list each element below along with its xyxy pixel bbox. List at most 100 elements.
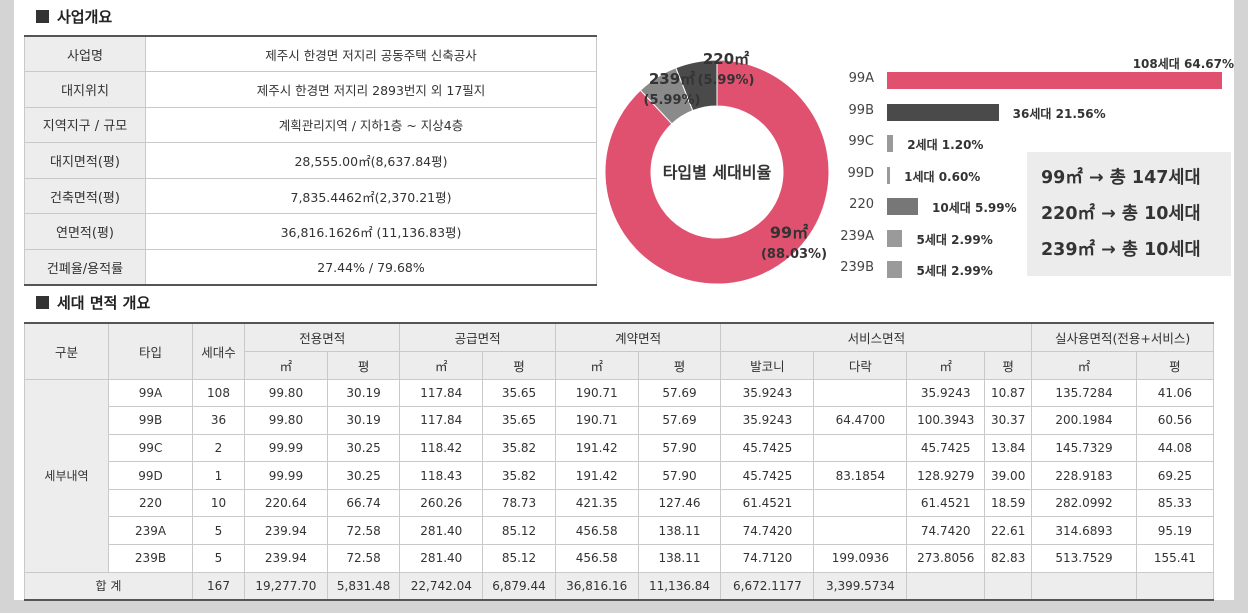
value-cell: 118.43 — [399, 461, 484, 490]
value-cell: 83.1854 — [813, 461, 908, 490]
value-cell: 41.06 — [1135, 378, 1215, 408]
bar-value-label: 10세대 5.99% — [932, 201, 1017, 215]
value-cell: 61.4521 — [906, 488, 986, 518]
value-cell: 118.42 — [399, 433, 484, 463]
bar-value-label: 5세대 2.99% — [916, 264, 993, 278]
value-cell: 281.40 — [399, 516, 484, 546]
value-cell: 35.65 — [482, 378, 556, 408]
sub-pyeong: 평 — [326, 350, 401, 380]
value-cell: 99.99 — [244, 461, 328, 490]
value-cell: 228.9183 — [1031, 461, 1137, 490]
value-cell: 100.3943 — [906, 406, 986, 435]
overview-heading: 사업개요 — [36, 6, 112, 27]
value-cell: 45.7425 — [720, 461, 815, 490]
overview-row: 건축면적(평) 7,835.4462㎡(2,370.21평) — [24, 177, 597, 215]
col-contract: 계약면적 — [554, 322, 722, 352]
summary-box: 99㎡ → 총 147세대 220㎡ → 총 10세대 239㎡ → 총 10세… — [1027, 152, 1231, 276]
overview-row: 대지면적(평) 28,555.00㎡(8,637.84평) — [24, 142, 597, 179]
donut-slice — [604, 59, 830, 285]
value-cell: 108 — [192, 378, 245, 408]
value-cell: 35.82 — [482, 433, 556, 463]
bar-category-label: 220 — [849, 197, 874, 212]
value-cell: 30.19 — [326, 378, 401, 408]
col-gubun: 구분 — [24, 322, 109, 380]
document-sheet: 사업개요 사업명 제주시 한경면 저지리 공동주택 신축공사 대지위치 제주시 한경면… — [14, 0, 1234, 601]
slice-pct-99: (88.03%) — [761, 247, 827, 262]
chart-area: 타입별 세대비율 99㎡ (88.03%) 239㎡ (5.99%) 220㎡ (5.99%… — [604, 40, 1234, 290]
value-cell: 127.46 — [637, 488, 722, 518]
value-cell: 95.19 — [1135, 516, 1215, 546]
value-cell: 72.58 — [326, 516, 401, 546]
overview-value: 제주시 한경면 저지리 2893번지 외 17필지 — [145, 71, 597, 108]
value-cell: 5 — [192, 516, 245, 546]
value-cell: 138.11 — [637, 516, 722, 546]
total-label: 합 계 — [24, 571, 193, 601]
value-cell: 85.33 — [1135, 488, 1215, 518]
sub-pyeong: 평 — [637, 350, 722, 380]
donut-slice — [675, 59, 718, 112]
value-cell: 145.7329 — [1031, 433, 1137, 463]
bar — [887, 198, 919, 215]
value-cell: 72.58 — [326, 544, 401, 573]
value-cell: 99.99 — [244, 433, 328, 463]
overview-value: 28,555.00㎡(8,637.84평) — [145, 142, 597, 179]
bar-value-label: 1세대 0.60% — [904, 169, 981, 184]
value-cell — [813, 378, 908, 408]
col-type: 타입 — [108, 322, 193, 380]
value-cell: 69.25 — [1135, 461, 1215, 490]
value-cell: 10.87 — [984, 378, 1033, 408]
value-cell: 45.7425 — [906, 433, 986, 463]
value-cell: 60.56 — [1135, 406, 1215, 435]
total-cell: 5,831.48 — [326, 571, 401, 601]
total-cell: 3,399.5734 — [813, 571, 908, 601]
overview-table: 사업명 제주시 한경면 저지리 공동주택 신축공사 대지위치 제주시 한경면 저지리 … — [24, 35, 597, 287]
summary-line-239: 239㎡ → 총 10세대 — [1041, 240, 1201, 260]
overview-value: 제주시 한경면 저지리 공동주택 신축공사 — [145, 35, 597, 73]
total-cell: 6,672.1177 — [720, 571, 815, 601]
bar-value-label: 2세대 1.20% — [907, 138, 984, 152]
bar — [887, 103, 999, 121]
value-cell: 74.7420 — [906, 516, 986, 546]
overview-row: 대지위치 제주시 한경면 저지리 2893번지 외 17필지 — [24, 71, 597, 108]
total-cell: 22,742.04 — [399, 571, 484, 601]
value-cell: 35.65 — [482, 406, 556, 435]
overview-label: 대지위치 — [24, 71, 146, 108]
total-cell: 167 — [192, 571, 245, 601]
bar-category-label: 99C — [848, 134, 874, 149]
col-service: 서비스면적 — [720, 322, 1033, 352]
table-row: 239A 5 239.94 72.58 281.40 85.12 456.58 138.11 7… — [25, 516, 1215, 546]
value-cell: 78.73 — [482, 488, 556, 518]
type-cell: 99C — [108, 433, 193, 463]
type-cell: 99B — [108, 406, 193, 435]
value-cell: 191.42 — [554, 433, 639, 463]
sub-pyeong: 평 — [1135, 350, 1215, 380]
value-cell: 30.19 — [326, 406, 401, 435]
sub-sqm: ㎡ — [399, 350, 484, 380]
value-cell: 117.84 — [399, 406, 484, 435]
bar-category-label: 99D — [847, 165, 874, 181]
value-cell: 45.7425 — [720, 433, 815, 463]
value-cell: 30.37 — [984, 406, 1033, 435]
sub-sqm: ㎡ — [554, 350, 639, 380]
type-cell: 239B — [108, 544, 193, 573]
value-cell: 513.7529 — [1031, 544, 1137, 573]
type-cell: 99A — [108, 378, 193, 408]
units-heading-text: 세대 면적 개요 — [57, 294, 151, 312]
sub-sqm: ㎡ — [1031, 350, 1137, 380]
table-row: 99B 36 99.80 30.19 117.84 35.65 190.71 57.69 35.… — [25, 406, 1215, 435]
slice-label-99: 99㎡ — [770, 223, 808, 242]
value-cell: 200.1984 — [1031, 406, 1137, 435]
value-cell: 239.94 — [244, 544, 328, 573]
bar-category-label: 99B — [848, 102, 874, 118]
overview-row: 건폐율/용적률 27.44% / 79.68% — [24, 249, 597, 286]
total-row: 합 계 167 19,277.70 5,831.48 22,742.04 6,879.44… — [24, 571, 1215, 601]
col-count: 세대수 — [192, 322, 245, 380]
value-cell: 13.84 — [984, 433, 1033, 463]
value-cell: 30.25 — [326, 461, 401, 490]
col-actual: 실사용면적(전용+서비스) — [1031, 322, 1214, 352]
value-cell: 117.84 — [399, 378, 484, 408]
value-cell: 138.11 — [637, 544, 722, 573]
value-cell: 456.58 — [554, 544, 639, 573]
value-cell: 282.0992 — [1031, 488, 1137, 518]
value-cell: 39.00 — [984, 461, 1033, 490]
